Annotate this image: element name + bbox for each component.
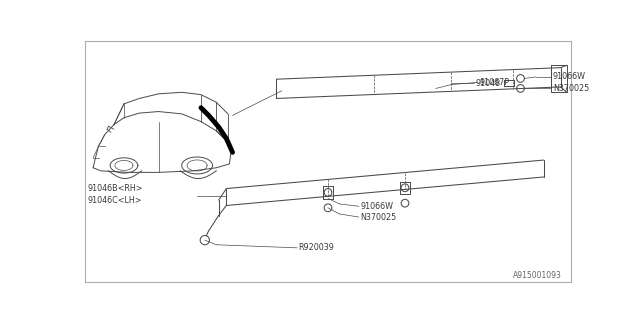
Text: 91048: 91048 [476,78,501,88]
Text: 91046B<RH>: 91046B<RH> [88,184,143,193]
Text: A915001093: A915001093 [513,271,562,280]
Text: R920039: R920039 [299,243,335,252]
Text: N370025: N370025 [360,212,397,221]
Text: N370025: N370025 [553,84,589,93]
Text: 91066W: 91066W [553,72,586,81]
Text: 91067P: 91067P [480,78,509,87]
Text: 91066W: 91066W [360,202,394,211]
Text: 91046C<LH>: 91046C<LH> [88,196,142,204]
